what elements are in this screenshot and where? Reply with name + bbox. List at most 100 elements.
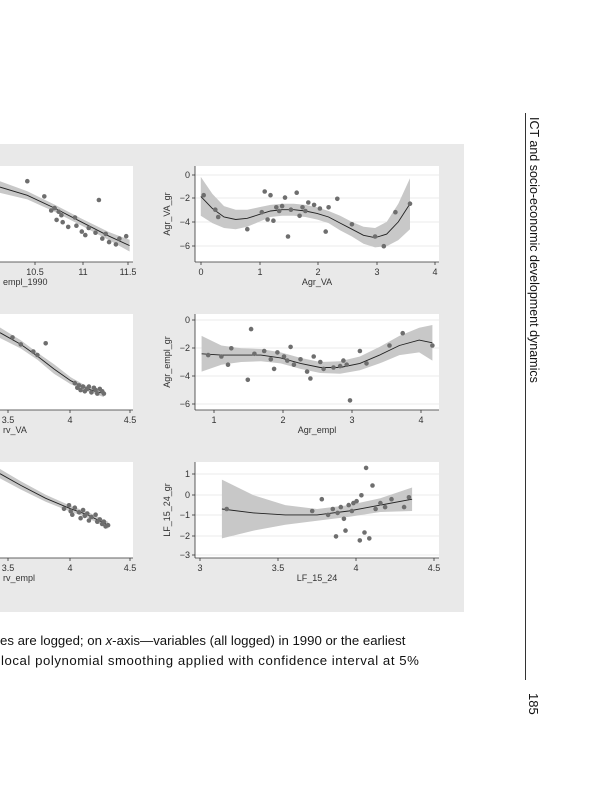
- data-point-right-mid: [229, 346, 234, 351]
- data-point-right-mid: [308, 376, 313, 381]
- data-point-right-bot: [309, 508, 315, 514]
- data-point-left-bot: [97, 517, 103, 522]
- x-tick-label-right-top: 1: [257, 267, 262, 277]
- data-point-left-bot: [85, 511, 90, 516]
- y-tick-label-right-top: −2: [180, 193, 190, 203]
- data-point-right-bot: [357, 538, 363, 543]
- margin-rule: [525, 113, 526, 680]
- data-point-right-top: [407, 201, 413, 206]
- data-point-right-bot: [346, 502, 352, 508]
- x-tick-label-right-bot: 4: [353, 563, 358, 573]
- plot-area-left-mid: [0, 314, 133, 410]
- data-point-left-top: [79, 229, 85, 234]
- data-point-right-mid: [347, 398, 353, 403]
- data-point-left-bot: [93, 512, 98, 517]
- data-point-right-bot: [319, 496, 325, 502]
- data-point-left-bot: [70, 512, 75, 517]
- data-point-right-top: [274, 205, 279, 210]
- data-point-right-mid: [341, 358, 346, 363]
- x-tick-label-right-top: 4: [432, 267, 437, 277]
- data-point-right-bot: [354, 498, 359, 504]
- data-point-right-top: [381, 243, 387, 249]
- data-point-left-top: [123, 233, 129, 239]
- data-point-right-top: [282, 195, 288, 200]
- data-point-left-top: [96, 197, 102, 203]
- data-point-right-bot: [335, 510, 340, 516]
- data-point-left-mid: [89, 390, 94, 395]
- data-point-left-top: [113, 242, 119, 247]
- data-point-right-mid: [219, 354, 224, 359]
- data-point-right-top: [326, 205, 331, 210]
- data-point-right-top: [300, 205, 305, 210]
- data-point-right-bot: [333, 534, 339, 539]
- data-point-left-mid: [80, 384, 86, 389]
- data-point-right-top: [279, 203, 285, 209]
- data-point-left-mid: [72, 380, 78, 386]
- data-point-left-mid: [78, 387, 83, 393]
- data-point-right-mid: [252, 351, 257, 357]
- data-point-left-bot: [105, 522, 111, 528]
- data-point-left-mid: [76, 383, 82, 388]
- data-point-right-mid: [321, 366, 326, 372]
- data-point-left-mid: [43, 341, 48, 346]
- x-axis-label-right-top: Agr_VA: [302, 277, 332, 287]
- data-point-right-mid: [337, 363, 343, 369]
- data-point-right-top: [288, 207, 294, 212]
- data-point-right-top: [285, 234, 291, 239]
- data-point-left-top: [86, 225, 91, 231]
- x-tick-label-right-mid: 2: [280, 415, 285, 425]
- data-point-left-top: [74, 223, 79, 228]
- data-point-left-top: [93, 230, 98, 235]
- data-point-right-bot: [378, 500, 383, 506]
- data-point-left-top: [117, 236, 122, 241]
- x-tick-label-left-bot: 4: [67, 563, 72, 573]
- data-point-right-top: [201, 192, 206, 198]
- data-point-right-mid: [304, 369, 310, 374]
- x-tick-label-right-top: 3: [374, 267, 379, 277]
- data-point-left-top: [48, 208, 54, 213]
- data-point-left-bot: [86, 518, 92, 523]
- data-point-right-top: [335, 196, 340, 202]
- fit-line-left-top: [0, 186, 130, 247]
- data-point-right-top: [317, 206, 323, 211]
- data-point-right-bot: [363, 465, 369, 471]
- data-point-right-mid: [357, 348, 363, 354]
- x-axis-label-right-mid: Agr_empl: [298, 425, 337, 435]
- figure-caption-line-1: es are logged; on x-axis—variables (all …: [0, 633, 405, 648]
- data-point-right-mid: [298, 357, 303, 362]
- running-head: ICT and socio-economic development dynam…: [527, 117, 541, 383]
- x-axis-label-left-top: empl_1990: [3, 277, 48, 287]
- caption-line-1-start: es are logged; on: [0, 633, 106, 648]
- x-axis-label-left-mid: rv_VA: [3, 425, 27, 435]
- data-point-left-top: [72, 215, 78, 220]
- y-tick-label-right-mid: 0: [185, 315, 190, 325]
- data-point-left-top: [100, 236, 105, 241]
- data-point-right-mid: [364, 361, 369, 366]
- data-point-right-top: [303, 208, 308, 214]
- x-tick-label-left-bot: 4.5: [124, 563, 137, 573]
- y-tick-label-right-bot: −1: [180, 510, 190, 520]
- data-point-right-top: [245, 226, 250, 232]
- data-point-left-top: [52, 205, 57, 211]
- data-point-right-bot: [359, 493, 364, 498]
- data-point-left-top: [54, 217, 59, 223]
- x-tick-label-right-mid: 4: [418, 415, 423, 425]
- data-point-right-top: [349, 222, 355, 227]
- data-point-left-top: [42, 194, 47, 199]
- data-point-right-top: [262, 189, 268, 194]
- x-tick-label-left-bot: 3.5: [2, 563, 15, 573]
- data-point-right-bot: [406, 495, 412, 500]
- data-point-left-top: [59, 212, 64, 218]
- data-point-left-mid: [93, 387, 98, 393]
- data-point-left-top: [25, 178, 30, 184]
- x-tick-label-right-mid: 1: [211, 415, 216, 425]
- data-point-left-mid: [18, 342, 24, 347]
- caption-line-1-end: -axis—variables (all logged) in 1990 or …: [112, 633, 406, 648]
- y-axis-label-right-top: Agr_VA_gr: [162, 192, 172, 235]
- y-tick-label-right-bot: −3: [180, 550, 190, 560]
- fit-line-right-mid: [201, 339, 433, 368]
- data-point-right-bot: [367, 536, 372, 541]
- data-point-left-top: [83, 232, 88, 238]
